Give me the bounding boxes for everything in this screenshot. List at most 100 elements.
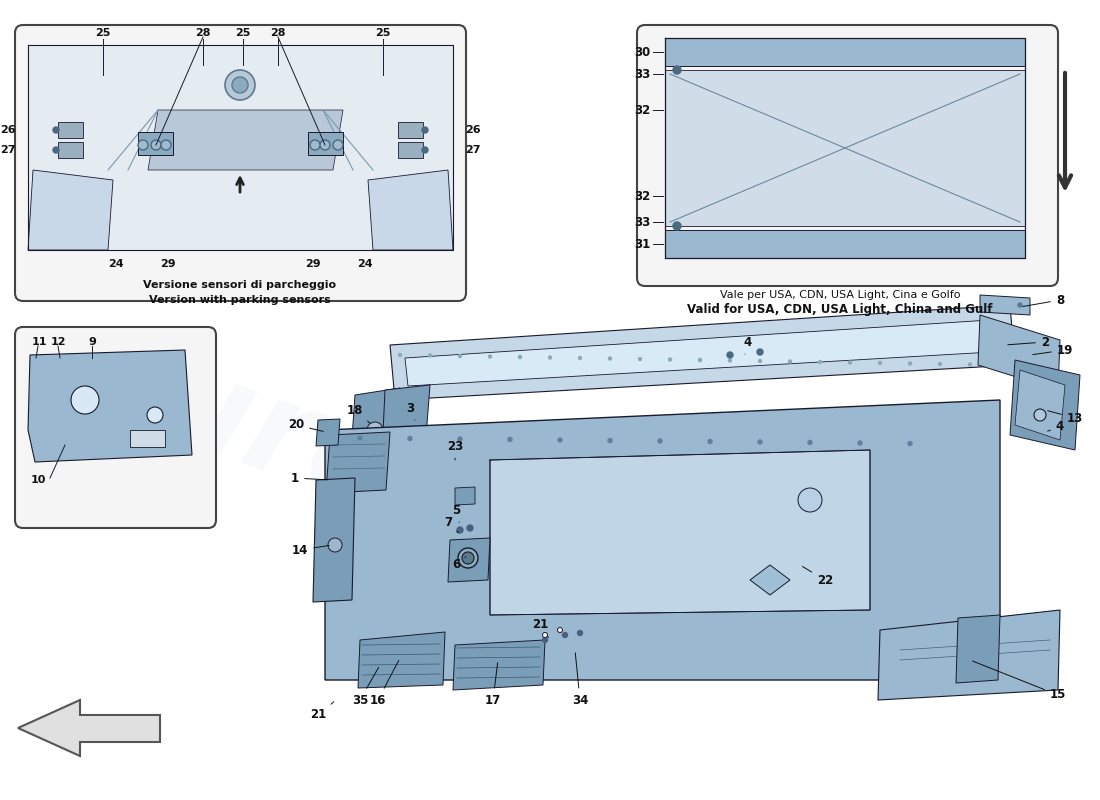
Circle shape xyxy=(858,441,862,445)
Text: 16: 16 xyxy=(370,661,398,706)
Polygon shape xyxy=(326,432,390,493)
Polygon shape xyxy=(316,419,340,446)
Text: 25: 25 xyxy=(235,28,251,38)
Circle shape xyxy=(468,525,473,531)
Circle shape xyxy=(542,633,548,638)
Text: 1: 1 xyxy=(290,471,327,485)
Text: 4: 4 xyxy=(1047,421,1064,434)
Text: 7: 7 xyxy=(444,515,458,533)
Text: 26: 26 xyxy=(0,125,16,135)
Circle shape xyxy=(579,357,582,359)
Circle shape xyxy=(458,437,462,441)
FancyBboxPatch shape xyxy=(15,25,466,301)
Text: 2: 2 xyxy=(1008,335,1049,349)
Text: 19: 19 xyxy=(1033,343,1074,357)
Polygon shape xyxy=(878,610,1060,700)
Polygon shape xyxy=(18,700,160,756)
Text: 32: 32 xyxy=(634,190,650,202)
Polygon shape xyxy=(308,132,343,155)
Circle shape xyxy=(408,437,412,441)
Text: 23: 23 xyxy=(447,439,463,460)
Text: 21: 21 xyxy=(532,618,549,638)
Circle shape xyxy=(72,386,99,414)
Polygon shape xyxy=(453,640,544,690)
Text: 30: 30 xyxy=(634,46,650,58)
Polygon shape xyxy=(455,487,475,505)
Circle shape xyxy=(310,140,320,150)
Circle shape xyxy=(53,147,59,153)
Polygon shape xyxy=(130,430,165,447)
Text: 15: 15 xyxy=(972,661,1066,702)
Polygon shape xyxy=(448,538,490,582)
Circle shape xyxy=(508,438,512,442)
Text: 11: 11 xyxy=(32,337,47,347)
Text: 18: 18 xyxy=(346,403,370,423)
Polygon shape xyxy=(28,350,192,462)
Text: europarts: europarts xyxy=(55,306,784,674)
Circle shape xyxy=(727,352,733,358)
Circle shape xyxy=(53,127,59,133)
Polygon shape xyxy=(980,295,1030,315)
Text: 9: 9 xyxy=(88,337,96,347)
Polygon shape xyxy=(666,70,1025,226)
Text: 34: 34 xyxy=(572,653,588,706)
Polygon shape xyxy=(978,315,1060,390)
Circle shape xyxy=(161,140,170,150)
Text: 8: 8 xyxy=(1023,294,1064,306)
Text: 24: 24 xyxy=(108,259,124,269)
Text: 13: 13 xyxy=(1047,410,1084,425)
Polygon shape xyxy=(666,38,1025,66)
Text: 17: 17 xyxy=(485,662,502,706)
Polygon shape xyxy=(490,450,870,615)
Circle shape xyxy=(578,630,583,635)
Circle shape xyxy=(968,363,971,366)
Text: 33: 33 xyxy=(634,215,650,229)
Text: 24: 24 xyxy=(358,259,373,269)
Polygon shape xyxy=(1010,360,1080,450)
Polygon shape xyxy=(148,110,343,170)
Circle shape xyxy=(456,527,463,533)
Circle shape xyxy=(232,77,248,93)
Text: a passion for parts since 1985: a passion for parts since 1985 xyxy=(329,497,631,623)
Text: 28: 28 xyxy=(271,28,286,38)
Circle shape xyxy=(459,354,462,358)
Polygon shape xyxy=(58,142,82,158)
Text: 10: 10 xyxy=(31,475,46,485)
Circle shape xyxy=(708,439,712,443)
Circle shape xyxy=(558,627,562,633)
Polygon shape xyxy=(750,565,790,595)
Circle shape xyxy=(1034,409,1046,421)
Circle shape xyxy=(608,438,612,442)
Circle shape xyxy=(789,360,792,363)
Circle shape xyxy=(518,355,521,358)
Text: 28: 28 xyxy=(196,28,211,38)
Circle shape xyxy=(367,422,383,438)
Text: 27: 27 xyxy=(465,145,481,155)
Circle shape xyxy=(328,538,342,552)
Circle shape xyxy=(320,140,330,150)
Text: 33: 33 xyxy=(634,67,650,81)
Circle shape xyxy=(138,140,148,150)
Circle shape xyxy=(758,440,762,444)
Text: 21: 21 xyxy=(310,702,334,722)
Text: 25: 25 xyxy=(375,28,390,38)
Text: 6: 6 xyxy=(452,557,466,571)
Circle shape xyxy=(669,358,671,361)
Circle shape xyxy=(422,147,428,153)
Circle shape xyxy=(558,438,562,442)
Text: 12: 12 xyxy=(51,337,66,347)
Circle shape xyxy=(879,362,881,365)
Polygon shape xyxy=(398,122,424,138)
Text: 14: 14 xyxy=(292,543,329,557)
Circle shape xyxy=(673,66,681,74)
Text: 3: 3 xyxy=(406,402,415,420)
Polygon shape xyxy=(28,45,453,250)
Polygon shape xyxy=(390,305,1015,400)
Circle shape xyxy=(698,358,702,362)
Polygon shape xyxy=(368,170,453,250)
Circle shape xyxy=(429,354,431,357)
FancyBboxPatch shape xyxy=(15,327,216,528)
Circle shape xyxy=(673,222,681,230)
FancyBboxPatch shape xyxy=(637,25,1058,286)
Text: 27: 27 xyxy=(0,145,16,155)
